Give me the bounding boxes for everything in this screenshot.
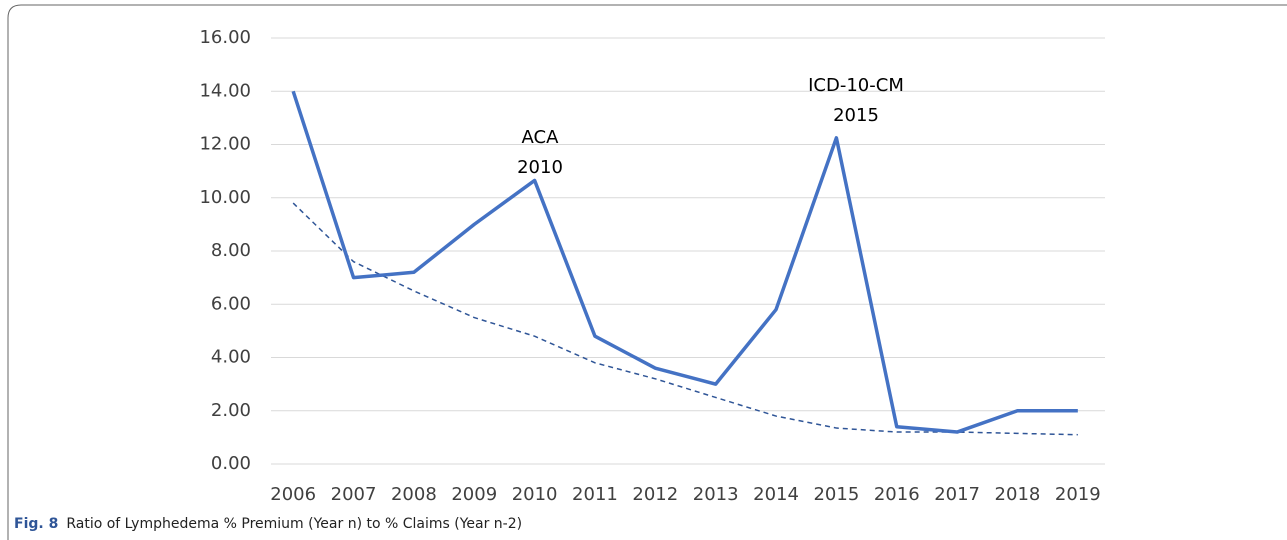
frame — [7, 4, 1287, 540]
x-tick-label: 2018 — [995, 484, 1041, 505]
trend-line — [292, 202, 1078, 436]
y-tick-label: 14.00 — [199, 80, 251, 101]
series-line — [291, 90, 1078, 434]
x-tick-label: 2010 — [512, 484, 558, 505]
x-tick-label: 2009 — [451, 484, 497, 505]
x-tick-label: 2017 — [934, 484, 980, 505]
x-tick-label: 2014 — [753, 484, 799, 505]
caption-text: Ratio of Lymphedema % Premium (Year n) t… — [66, 516, 522, 532]
y-tick-label: 0.00 — [211, 453, 251, 474]
y-tick-label: 4.00 — [211, 347, 251, 368]
annotation-line: ICD-10-CM — [808, 75, 904, 96]
annotation-line: ACA — [522, 127, 560, 148]
caption: Fig. 8 Ratio of Lymphedema % Premium (Yea… — [14, 516, 522, 532]
x-tick-label: 2019 — [1055, 484, 1101, 505]
annotation: ICD-10-CM 2015 — [808, 75, 904, 126]
y-tick-label: 8.00 — [211, 240, 251, 261]
x-tick-label: 2015 — [813, 484, 859, 505]
x-tick-label: 2007 — [331, 484, 377, 505]
x-tick-label: 2006 — [270, 484, 316, 505]
x-tick-label: 2013 — [693, 484, 739, 505]
y-tick-label: 6.00 — [211, 293, 251, 314]
x-tick-label: 2012 — [632, 484, 678, 505]
x-tick-label: 2016 — [874, 484, 920, 505]
caption-label: Fig. 8 — [14, 516, 58, 532]
x-tick-label: 2011 — [572, 484, 618, 505]
y-tick-label: 10.00 — [199, 187, 251, 208]
annotation-line: 2010 — [517, 157, 563, 178]
x-tick-label: 2008 — [391, 484, 437, 505]
y-tick-label: 16.00 — [199, 27, 251, 48]
annotation: ACA 2010 — [517, 127, 563, 178]
y-tick-label: 2.00 — [211, 400, 251, 421]
y-tick-label: 12.00 — [199, 134, 251, 155]
annotation-line: 2015 — [833, 105, 879, 126]
